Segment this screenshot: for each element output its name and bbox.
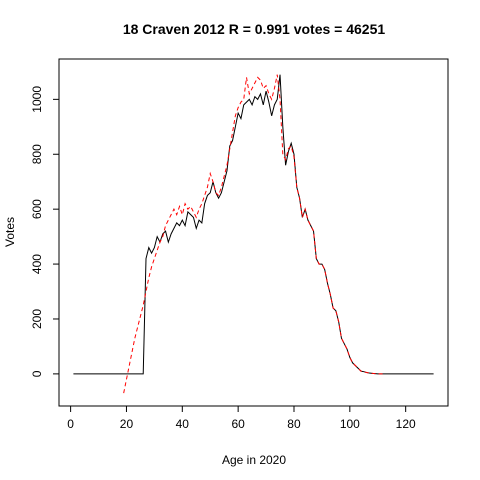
x-tick-label: 60 [231,417,245,431]
x-tick-label: 80 [287,417,301,431]
x-tick-label: 0 [67,417,74,431]
y-tick-label: 400 [30,254,44,274]
y-tick-label: 600 [30,199,44,219]
plot-box [58,58,449,407]
y-axis-label: Votes [3,217,17,247]
x-tick-label: 120 [396,417,416,431]
x-tick-label: 20 [120,417,134,431]
y-tick-label: 800 [30,144,44,164]
y-tick-label: 200 [30,309,44,329]
x-tick-label: 40 [176,417,190,431]
y-tick-label: 0 [30,370,44,377]
series-line [73,74,434,375]
series-line [123,74,384,394]
x-tick-label: 100 [340,417,360,431]
chart-title: 18 Craven 2012 R = 0.991 votes = 46251 [123,21,386,37]
y-tick-label: 1000 [30,86,44,113]
x-axis-label: Age in 2020 [222,453,286,467]
